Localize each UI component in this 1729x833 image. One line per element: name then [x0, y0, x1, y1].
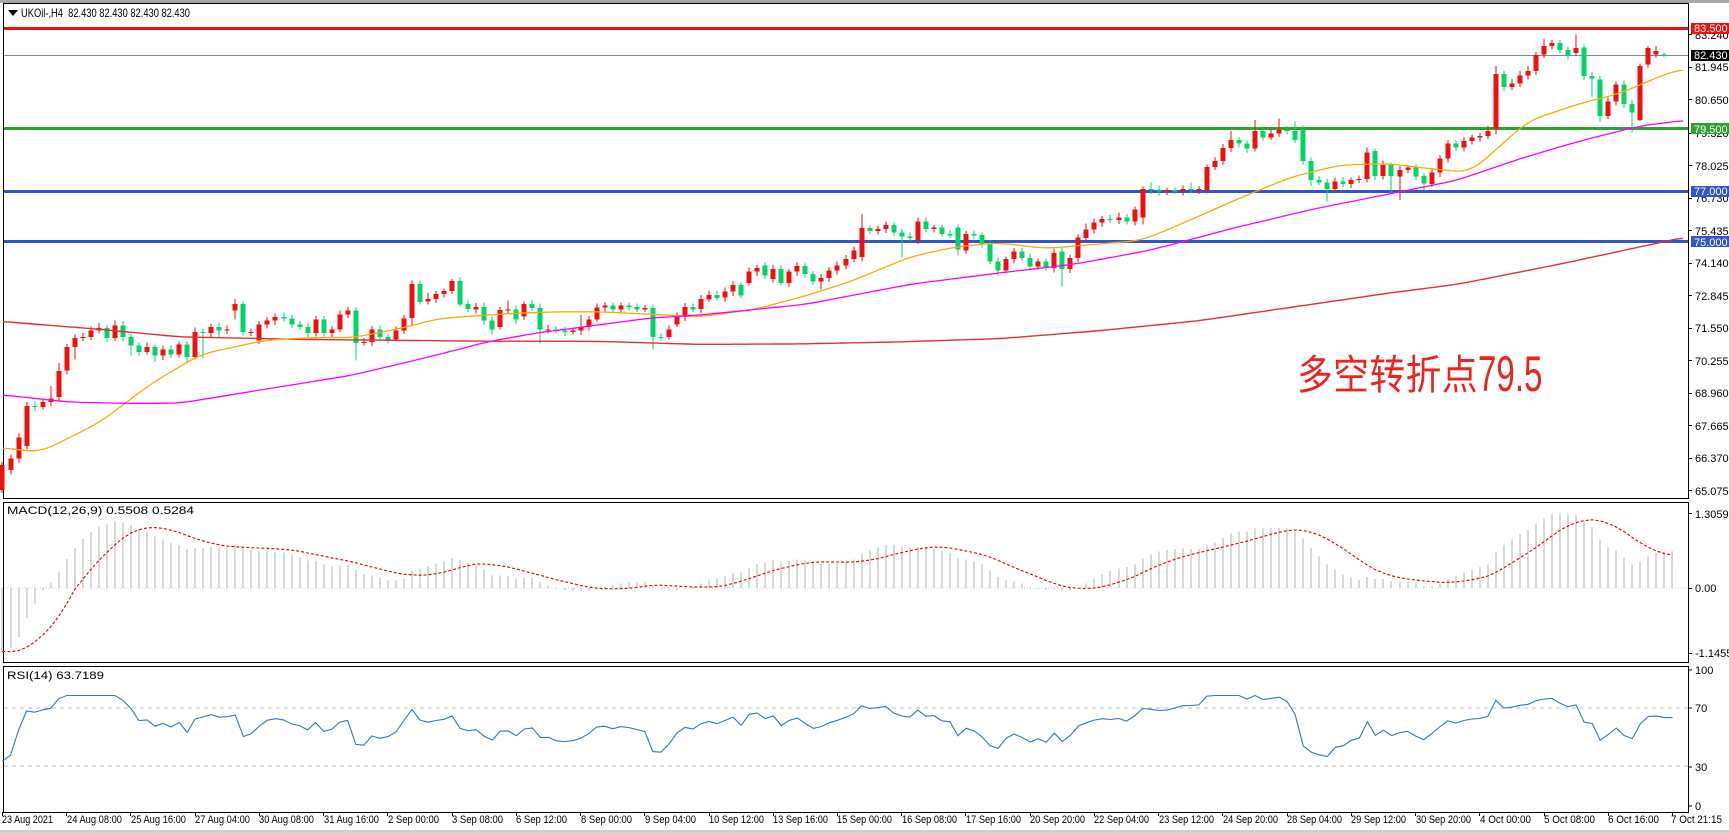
svg-text:6 Oct 16:00: 6 Oct 16:00	[1608, 814, 1659, 826]
svg-text:83.500: 83.500	[1694, 23, 1728, 35]
svg-text:77.000: 77.000	[1694, 186, 1728, 198]
svg-text:72.845: 72.845	[1695, 291, 1729, 303]
svg-text:79.500: 79.500	[1694, 124, 1728, 136]
svg-text:75.435: 75.435	[1695, 226, 1729, 238]
svg-text:82.430: 82.430	[1694, 50, 1728, 62]
svg-text:66.370: 66.370	[1695, 453, 1729, 465]
svg-text:UKOil-,H4 82.430 82.430 82.43: UKOil-,H4 82.430 82.430 82.430 82.430	[21, 6, 190, 20]
svg-text:74.140: 74.140	[1695, 258, 1729, 270]
svg-text:9 Sep 04:00: 9 Sep 04:00	[645, 814, 696, 826]
svg-text:68.960: 68.960	[1695, 388, 1729, 400]
svg-text:25 Aug 16:00: 25 Aug 16:00	[131, 814, 186, 826]
svg-text:31 Aug 16:00: 31 Aug 16:00	[324, 814, 379, 826]
svg-text:7 Oct 21:15: 7 Oct 21:15	[1671, 814, 1722, 826]
svg-text:27 Aug 04:00: 27 Aug 04:00	[195, 814, 250, 826]
svg-text:16 Sep 08:00: 16 Sep 08:00	[902, 814, 957, 826]
svg-text:78.025: 78.025	[1695, 161, 1729, 173]
svg-text:4 Oct 00:00: 4 Oct 00:00	[1480, 814, 1531, 826]
svg-text:23 Sep 12:00: 23 Sep 12:00	[1159, 814, 1214, 826]
svg-text:70: 70	[1695, 703, 1707, 715]
svg-text:2 Sep 00:00: 2 Sep 00:00	[388, 814, 439, 826]
svg-text:29 Sep 12:00: 29 Sep 12:00	[1351, 814, 1406, 826]
svg-text:71.550: 71.550	[1695, 323, 1729, 335]
svg-text:30 Aug 08:00: 30 Aug 08:00	[259, 814, 314, 826]
svg-text:0: 0	[1695, 801, 1701, 813]
svg-text:1.3059: 1.3059	[1695, 509, 1729, 521]
svg-text:0.00: 0.00	[1695, 583, 1716, 595]
svg-text:30: 30	[1695, 762, 1707, 774]
svg-text:23 Aug 2021: 23 Aug 2021	[2, 814, 53, 826]
svg-text:30 Sep 20:00: 30 Sep 20:00	[1416, 814, 1471, 826]
svg-text:81.945: 81.945	[1695, 62, 1729, 74]
svg-text:79.5: 79.5	[1478, 346, 1542, 403]
svg-text:67.665: 67.665	[1695, 421, 1729, 433]
svg-text:13 Sep 16:00: 13 Sep 16:00	[773, 814, 828, 826]
svg-text:MACD(12,26,9) 0.5508 0.5284: MACD(12,26,9) 0.5508 0.5284	[7, 505, 194, 517]
svg-text:65.075: 65.075	[1695, 486, 1729, 498]
svg-text:80.650: 80.650	[1695, 95, 1729, 107]
svg-text:24 Aug 08:00: 24 Aug 08:00	[67, 814, 122, 826]
svg-text:RSI(14) 63.7189: RSI(14) 63.7189	[7, 670, 104, 682]
svg-text:24 Sep 20:00: 24 Sep 20:00	[1223, 814, 1278, 826]
svg-text:100: 100	[1695, 665, 1713, 677]
svg-text:70.255: 70.255	[1695, 356, 1729, 368]
svg-text:28 Sep 04:00: 28 Sep 04:00	[1287, 814, 1342, 826]
svg-text:6 Sep 12:00: 6 Sep 12:00	[516, 814, 567, 826]
svg-text:22 Sep 04:00: 22 Sep 04:00	[1094, 814, 1149, 826]
svg-text:3 Sep 08:00: 3 Sep 08:00	[452, 814, 503, 826]
svg-text:5 Oct 08:00: 5 Oct 08:00	[1544, 814, 1595, 826]
svg-text:17 Sep 16:00: 17 Sep 16:00	[966, 814, 1021, 826]
svg-text:20 Sep 20:00: 20 Sep 20:00	[1030, 814, 1085, 826]
svg-text:10 Sep 12:00: 10 Sep 12:00	[709, 814, 764, 826]
svg-text:15 Sep 00:00: 15 Sep 00:00	[837, 814, 892, 826]
svg-text:75.000: 75.000	[1694, 237, 1728, 249]
svg-text:-1.1455: -1.1455	[1695, 648, 1729, 660]
svg-text:8 Sep 00:00: 8 Sep 00:00	[581, 814, 632, 826]
